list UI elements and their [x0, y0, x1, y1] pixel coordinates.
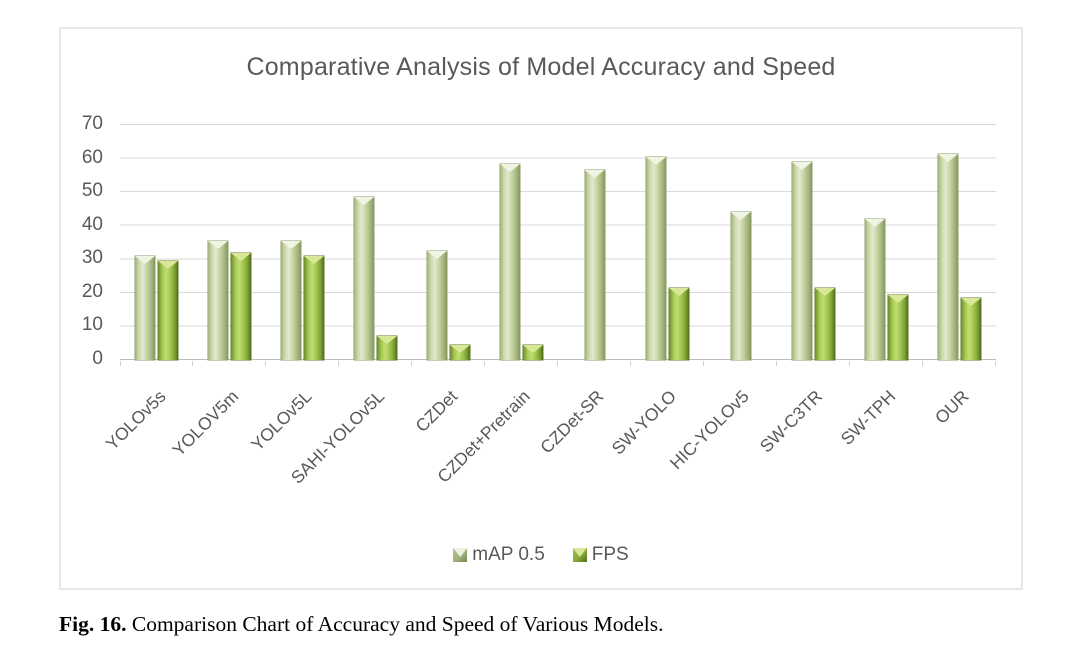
bar-group — [412, 124, 485, 366]
x-tick-label: YOLOv5L — [246, 386, 316, 455]
bar-map05 — [584, 170, 605, 360]
bar-fps — [304, 256, 324, 360]
fps-swatch-icon — [572, 548, 587, 562]
bar-group — [777, 124, 850, 366]
bar-map05 — [427, 251, 447, 360]
bar-fps — [377, 336, 397, 360]
bar-fps — [523, 345, 543, 360]
bar-group — [704, 124, 777, 366]
x-tick-label: SW-YOLO — [607, 386, 681, 459]
legend-label-map05: mAP 0.5 — [472, 544, 545, 565]
bar-fps — [888, 295, 908, 360]
y-tick-label: 30 — [81, 247, 103, 269]
bar-fps — [961, 298, 981, 360]
legend-item-map05: mAP 0.5 — [453, 544, 545, 566]
bar-map05 — [792, 162, 812, 360]
figure-caption-label: Fig. 16. — [59, 612, 127, 636]
figure-caption: Fig. 16. Comparison Chart of Accuracy an… — [59, 612, 663, 637]
bar-map05 — [646, 157, 666, 360]
bar-fps — [158, 261, 178, 360]
bar-group — [485, 124, 558, 366]
y-tick-label: 70 — [81, 113, 103, 134]
bar-group — [558, 124, 631, 366]
plot-area — [120, 124, 996, 360]
y-tick-label: 40 — [81, 213, 103, 235]
bar-map05 — [135, 256, 155, 360]
bar-map05 — [865, 219, 885, 360]
legend-item-fps: FPS — [572, 544, 629, 566]
x-tick-label: SW-C3TR — [755, 386, 827, 457]
bar-fps — [231, 253, 251, 360]
x-tick-label: SW-TPH — [836, 386, 900, 449]
legend: mAP 0.5 FPS — [61, 544, 1021, 566]
x-tick-label: YOLOv5s — [101, 386, 170, 454]
bar-group — [923, 124, 996, 366]
x-tick-label: OUR — [930, 386, 973, 428]
x-tick-label: CZDet — [411, 386, 462, 436]
y-tick-label: 0 — [92, 348, 103, 369]
y-tick-label: 20 — [81, 280, 103, 302]
bar-group — [339, 124, 412, 366]
bar-fps — [450, 345, 470, 360]
x-axis: YOLOv5s YOLOV5m YOLOv5L SAHI-YOLOv5L CZDet CZ… — [101, 367, 996, 517]
x-tick-label: YOLOV5m — [168, 386, 243, 461]
legend-label-fps: FPS — [591, 544, 629, 565]
chart-title: Comparative Analysis of Model Accuracy a… — [246, 53, 836, 81]
y-tick-label: 50 — [81, 180, 103, 202]
y-tick-label: 10 — [81, 314, 103, 336]
figure-caption-text: Comparison Chart of Accuracy and Speed o… — [126, 612, 664, 636]
bar-group — [193, 124, 266, 366]
bar-map05 — [938, 154, 958, 360]
map05-swatch-icon — [453, 548, 468, 562]
bar-map05 — [281, 241, 301, 360]
y-axis: 70 60 50 40 30 20 10 0 — [61, 113, 109, 369]
bar-group — [631, 124, 704, 366]
bar-map05 — [208, 241, 228, 360]
bar-fps — [669, 288, 689, 360]
y-tick-label: 60 — [81, 146, 103, 168]
chart-area: Comparative Analysis of Model Accuracy a… — [59, 27, 1023, 590]
x-tick-label: CZDet-SR — [536, 386, 608, 458]
bar-groups — [120, 124, 996, 366]
bar-group — [266, 124, 339, 366]
bar-map05 — [354, 197, 374, 360]
bar-group — [120, 124, 193, 366]
bar-map05 — [500, 164, 520, 360]
bar-fps — [815, 288, 835, 360]
bar-group — [850, 124, 923, 366]
bar-map05 — [730, 212, 751, 360]
